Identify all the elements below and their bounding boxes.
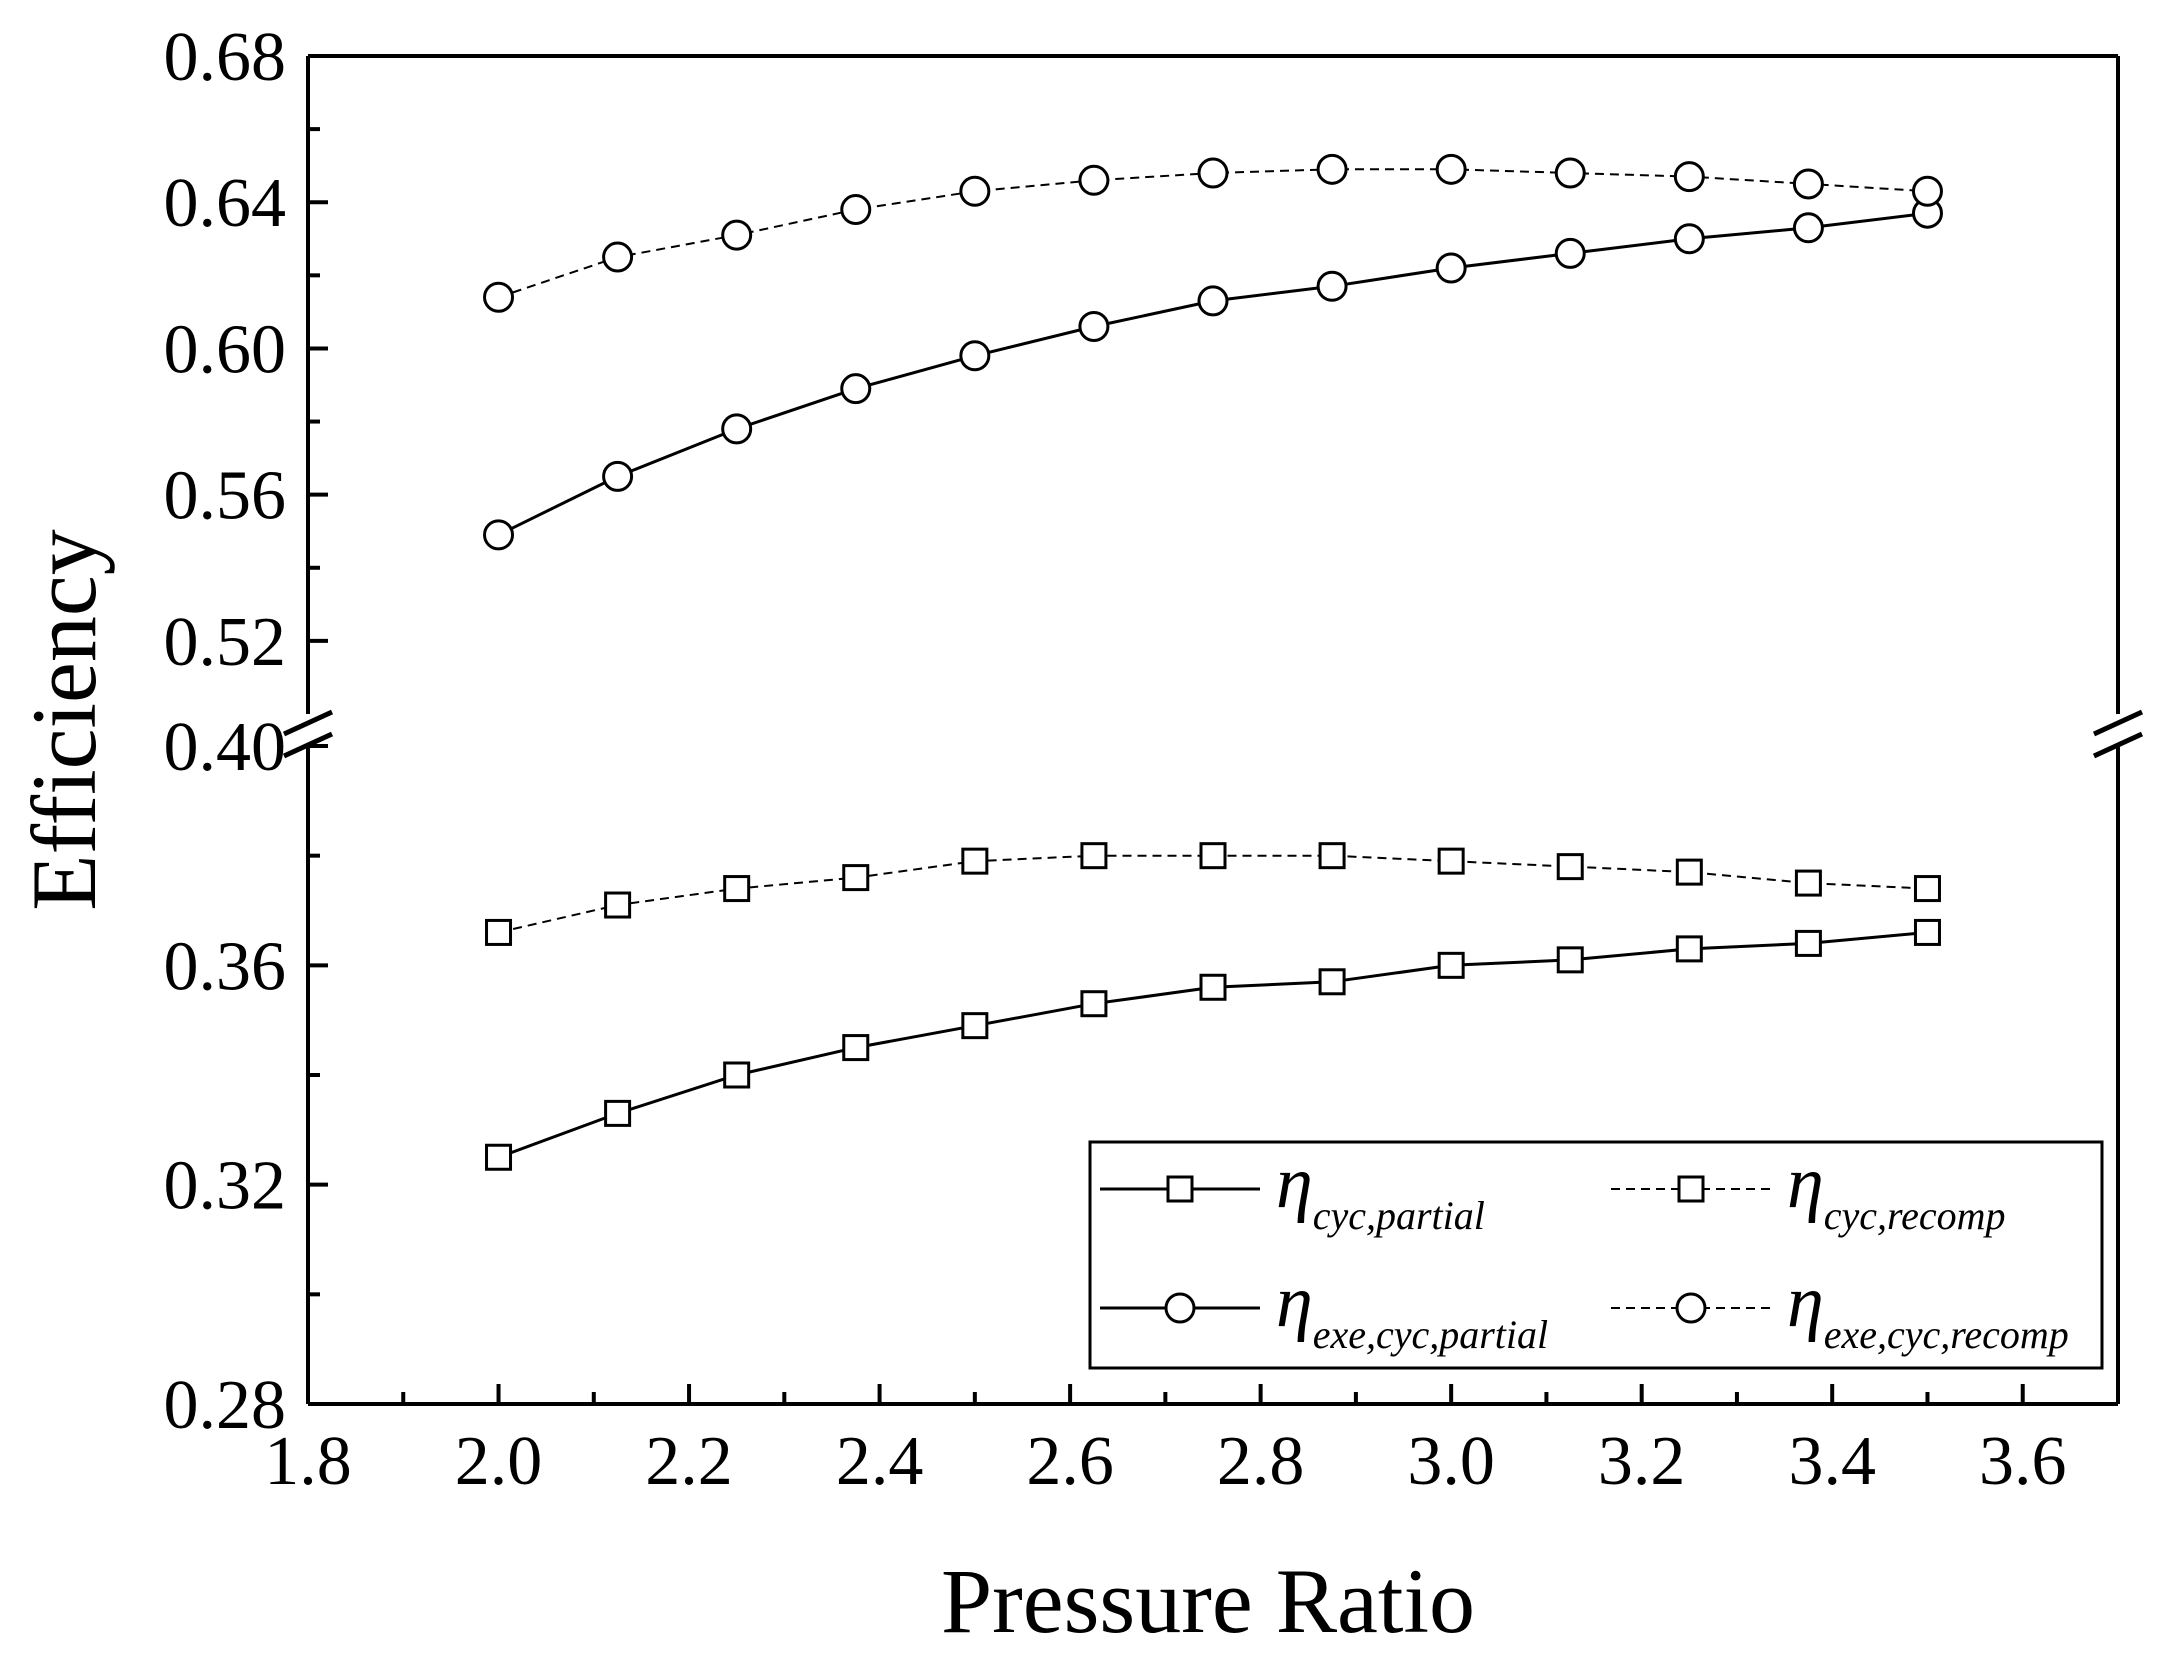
y-tick-label-upper: 0.52 [164,604,287,681]
data-point-series-3 [483,281,515,313]
data-point-series-2 [602,460,634,492]
legend-symbol: η [1276,1142,1313,1224]
x-tick-label: 2.8 [1217,1423,1305,1500]
data-point-series-1 [1199,842,1227,870]
data-point-series-3 [1554,157,1586,189]
x-tick-label: 2.4 [836,1423,924,1500]
legend-marker-2 [1164,1292,1196,1324]
data-point-series-1 [842,864,870,892]
y-axis-title: Efficiency [13,529,115,910]
legend-subscript: cyc,recomp [1824,1193,2006,1238]
data-point-series-2 [1792,212,1824,244]
legend-label-1: ηcyc,recomp [1787,1142,2005,1238]
axis-break-mark-left [282,709,334,737]
data-point-series-0 [842,1034,870,1062]
data-point-series-1 [1437,847,1465,875]
y-tick-label-lower: 0.36 [164,928,287,1005]
data-point-series-3 [1435,153,1467,185]
data-point-series-3 [602,241,634,273]
data-point-series-1 [1675,858,1703,886]
data-point-series-0 [1318,968,1346,996]
data-point-series-0 [723,1061,751,1089]
x-tick-label: 3.0 [1407,1423,1495,1500]
data-point-series-2 [959,340,991,372]
legend-label-0: ηcyc,partial [1276,1142,1485,1238]
data-point-series-2 [1435,252,1467,284]
y-tick-label-lower: 0.28 [164,1367,287,1444]
data-point-series-2 [1316,270,1348,302]
data-point-series-3 [1197,157,1229,189]
data-point-series-1 [961,847,989,875]
y-tick-label-upper: 0.64 [164,165,287,242]
data-point-series-1 [723,875,751,903]
x-tick-label: 3.4 [1788,1423,1876,1500]
x-tick-label: 3.2 [1598,1423,1686,1500]
x-tick-label: 2.0 [455,1423,543,1500]
legend-symbol: η [1787,1261,1824,1343]
legend-symbol: η [1276,1261,1313,1343]
legend-subscript: exe,cyc,recomp [1824,1312,2069,1357]
legend-subscript: cyc,partial [1313,1193,1485,1238]
data-point-series-0 [1675,935,1703,963]
legend-marker-3 [1675,1292,1707,1324]
data-point-series-1 [1556,853,1584,881]
data-point-series-0 [485,1143,513,1171]
data-point-series-1 [1794,869,1822,897]
y-tick-label-lower: 0.32 [164,1148,287,1225]
data-point-series-3 [1078,164,1110,196]
legend-marker-1 [1677,1175,1705,1203]
data-point-series-0 [961,1012,989,1040]
y-tick-label-upper: 0.68 [164,19,287,96]
data-point-series-3 [721,219,753,251]
y-tick-label-upper: 0.60 [164,311,287,388]
data-point-series-0 [1913,918,1941,946]
y-tick-label-upper: 0.56 [164,458,287,535]
data-point-series-1 [1080,842,1108,870]
legend-box [1088,1140,2104,1370]
axis-break-mark-right [2092,709,2144,737]
legend-symbol: η [1787,1142,1824,1224]
data-point-series-0 [1080,990,1108,1018]
legend-marker-0 [1166,1175,1194,1203]
data-point-series-3 [1792,168,1824,200]
legend-subscript: exe,cyc,partial [1313,1312,1548,1357]
data-point-series-2 [840,373,872,405]
x-tick-label: 3.6 [1979,1423,2067,1500]
data-point-series-1 [1318,842,1346,870]
data-point-series-2 [483,519,515,551]
data-point-series-3 [1673,161,1705,193]
data-point-series-1 [1913,875,1941,903]
plot-area: 1.8 2.0 2.2 2.4 2.6 2.8 3.0 3.2 3.4 3.6 0.52 0.56 0.… [164,19,2144,1500]
x-axis-title: Pressure Ratio [941,1550,1475,1652]
x-tick-label: 1.8 [264,1423,352,1500]
legend-label-2: ηexe,cyc,partial [1276,1261,1548,1357]
legend-label-3: ηexe,cyc,recomp [1787,1261,2069,1357]
data-point-series-2 [1197,285,1229,317]
data-point-series-2 [1554,237,1586,269]
data-point-series-1 [604,891,632,919]
data-point-series-3 [840,194,872,226]
x-tick-label: 2.6 [1026,1423,1114,1500]
data-point-series-0 [1556,946,1584,974]
y-tick-label-lower: 0.40 [164,709,287,786]
data-point-series-1 [485,918,513,946]
data-point-series-3 [1911,175,1943,207]
data-point-series-3 [959,175,991,207]
data-point-series-3 [1316,153,1348,185]
data-point-series-0 [1794,929,1822,957]
data-point-series-0 [1437,951,1465,979]
data-point-series-0 [1199,973,1227,1001]
data-point-series-0 [604,1099,632,1127]
axis-break-mark-right [2092,731,2144,759]
data-point-series-2 [721,413,753,445]
x-tick-label: 2.2 [645,1423,733,1500]
data-point-series-2 [1673,223,1705,255]
data-point-series-2 [1078,311,1110,343]
